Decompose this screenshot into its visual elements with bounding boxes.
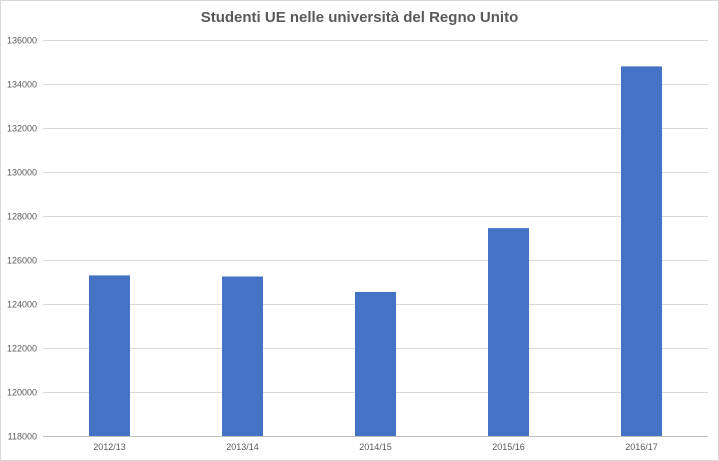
- y-tick-label: 118000: [8, 432, 37, 442]
- y-tick-label: 126000: [7, 256, 37, 266]
- x-tick-label: 2014/15: [359, 442, 392, 452]
- x-tick-label: 2012/13: [93, 442, 126, 452]
- bar: [355, 291, 396, 436]
- y-tick-label: 122000: [7, 344, 37, 354]
- y-tick-label: 120000: [7, 388, 37, 398]
- y-tick-label: 128000: [7, 212, 37, 222]
- x-tick-label: 2016/17: [625, 442, 658, 452]
- y-tick-label: 132000: [7, 124, 37, 134]
- bar: [621, 66, 662, 437]
- bar: [89, 275, 130, 436]
- x-tick-label: 2015/16: [492, 442, 525, 452]
- y-tick-label: 124000: [7, 300, 37, 310]
- bar: [488, 228, 529, 436]
- y-tick-label: 134000: [7, 80, 37, 90]
- bar: [222, 276, 263, 436]
- x-tick-label: 2013/14: [226, 442, 259, 452]
- chart-title: Studenti UE nelle università del Regno U…: [200, 9, 519, 26]
- y-tick-label: 130000: [7, 168, 37, 178]
- y-tick-label: 136000: [7, 36, 37, 46]
